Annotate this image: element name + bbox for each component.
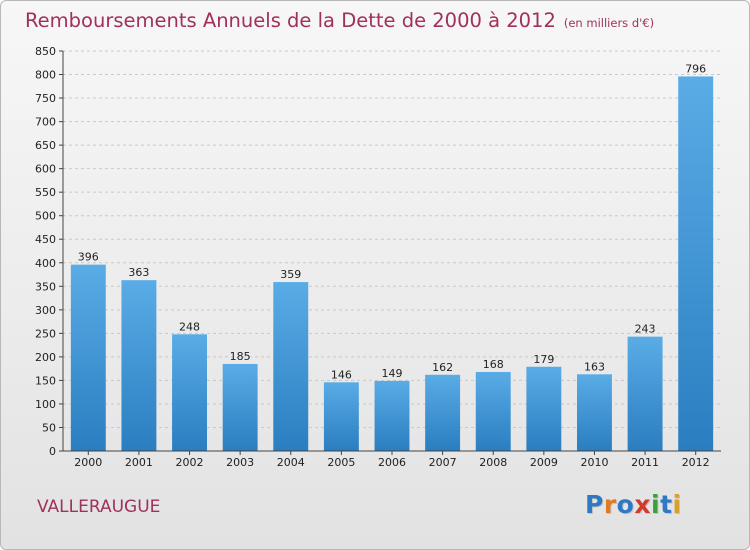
x-tick-label-2009: 2009 <box>530 456 558 469</box>
value-label-2006: 149 <box>382 367 403 380</box>
bar-2011 <box>627 336 663 451</box>
x-tick-label-2001: 2001 <box>125 456 153 469</box>
bar-2000 <box>70 264 106 451</box>
y-tick-label: 0 <box>49 445 56 458</box>
y-tick-label: 100 <box>35 398 56 411</box>
value-label-2002: 248 <box>179 320 200 333</box>
y-tick-label: 500 <box>35 210 56 223</box>
value-label-2009: 179 <box>533 353 554 366</box>
logo-letter: i <box>672 490 682 519</box>
x-tick-label-2011: 2011 <box>631 456 659 469</box>
x-tick-label-2008: 2008 <box>479 456 507 469</box>
bar-2003 <box>222 363 258 451</box>
y-tick-label: 400 <box>35 257 56 270</box>
x-tick-label-2004: 2004 <box>277 456 305 469</box>
x-tick-label-2006: 2006 <box>378 456 406 469</box>
x-tick-label-2002: 2002 <box>176 456 204 469</box>
bar-2010 <box>576 374 612 451</box>
value-label-2003: 185 <box>230 350 251 363</box>
value-label-2005: 146 <box>331 368 352 381</box>
logo-letter: i <box>651 490 661 519</box>
value-label-2008: 168 <box>483 358 504 371</box>
value-label-2011: 243 <box>635 323 656 336</box>
value-label-2012: 796 <box>685 62 706 75</box>
bar-2006 <box>374 380 410 451</box>
bars: 396 363 248 185 359 146 149 162 168 179 163 243 796 <box>70 62 714 451</box>
x-tick-label-2007: 2007 <box>429 456 457 469</box>
bar-2012 <box>678 76 714 451</box>
bar-2002 <box>172 334 208 451</box>
value-label-2001: 363 <box>128 266 149 279</box>
value-label-2004: 359 <box>280 268 301 281</box>
x-tick-label-2010: 2010 <box>580 456 608 469</box>
axes: 0 50 100 150 200 250 300 350 400 450 500 550 600 650 7… <box>35 45 721 469</box>
y-tick-label: 200 <box>35 351 56 364</box>
bar-2008 <box>475 371 511 451</box>
x-tick-label-2012: 2012 <box>682 456 710 469</box>
logo-letter: o <box>616 490 635 519</box>
y-tick-label: 600 <box>35 163 56 176</box>
bar-2009 <box>526 366 562 451</box>
y-tick-label: 250 <box>35 327 56 340</box>
logo-letter: P <box>585 490 604 519</box>
y-tick-label: 450 <box>35 233 56 246</box>
y-tick-label: 50 <box>42 421 56 434</box>
logo-letter: x <box>634 490 651 519</box>
y-tick-label: 550 <box>35 186 56 199</box>
y-tick-label: 850 <box>35 45 56 58</box>
x-tick-label-2005: 2005 <box>327 456 355 469</box>
value-label-2007: 162 <box>432 361 453 374</box>
logo-letter: r <box>603 490 617 519</box>
chart-title-text: Remboursements Annuels de la Dette de 20… <box>25 9 556 32</box>
y-tick-label: 150 <box>35 374 56 387</box>
bar-2001 <box>121 280 157 451</box>
logo-letter: t <box>660 490 673 519</box>
y-tick-label: 700 <box>35 116 56 129</box>
chart-title: Remboursements Annuels de la Dette de 20… <box>25 9 654 32</box>
proxiti-logo: Proxiti <box>585 490 682 519</box>
bar-2004 <box>273 282 309 451</box>
town-name: VALLERAUGUE <box>37 497 161 517</box>
bar-2007 <box>425 374 461 451</box>
y-tick-label: 800 <box>35 69 56 82</box>
bar-2005 <box>323 382 359 451</box>
chart-subtitle: (en milliers d'€) <box>563 16 655 30</box>
y-tick-label: 750 <box>35 92 56 105</box>
y-tick-label: 650 <box>35 139 56 152</box>
value-label-2010: 163 <box>584 360 605 373</box>
x-tick-label-2003: 2003 <box>226 456 254 469</box>
y-tick-label: 350 <box>35 280 56 293</box>
x-tick-label-2000: 2000 <box>74 456 102 469</box>
value-label-2000: 396 <box>78 251 99 264</box>
y-tick-label: 300 <box>35 304 56 317</box>
